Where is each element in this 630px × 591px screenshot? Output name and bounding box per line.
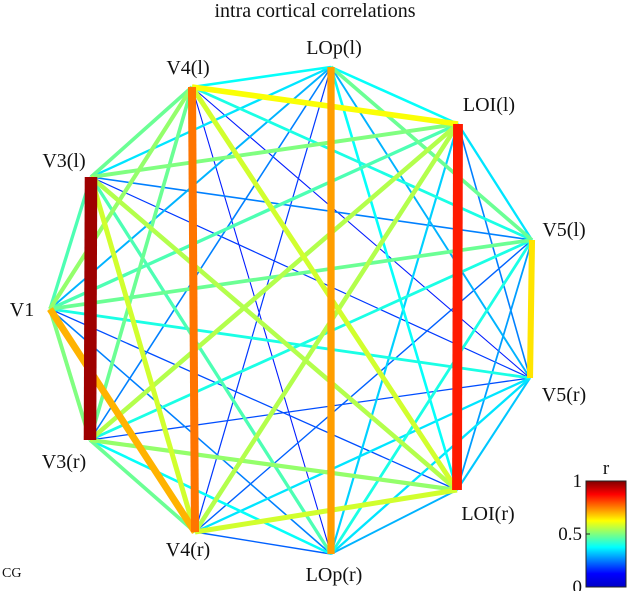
edge-V1-LOIl <box>49 122 459 311</box>
edge-LOpl-V5r <box>330 66 531 379</box>
edge-V4r-LOpr <box>194 531 332 555</box>
edge-V4r-V5r <box>194 376 531 534</box>
edge-LOIr-V5l <box>456 239 533 491</box>
edge-V4r-V5l <box>194 239 533 533</box>
edge-V4r-LOIl <box>193 122 460 534</box>
node-label-V5r: V5(r) <box>542 384 586 406</box>
edge-V3l-V3r <box>83 176 98 441</box>
edge-V3l-LOpl <box>90 65 332 179</box>
edge-LOpl-V5l <box>329 65 534 242</box>
edge-LOIr-V5r <box>456 377 531 491</box>
node-label-V1: V1 <box>10 299 34 321</box>
node-label-LOIr: LOI(r) <box>461 503 514 525</box>
colorbar-gradient <box>585 480 627 588</box>
edge-V3l-LOIl <box>90 122 459 179</box>
node-label-LOpl: LOp(l) <box>306 37 362 59</box>
edge-LOpr-LOIr <box>330 489 458 555</box>
edge-V3r-LOpr <box>89 438 332 556</box>
edge-V3r-V4l <box>88 86 194 441</box>
edge-LOpl-LOIr <box>329 66 459 491</box>
node-label-V3r: V3(r) <box>42 451 86 473</box>
edge-V4r-LOIr <box>194 487 458 535</box>
edge-V4l-LOIr <box>189 85 460 492</box>
edge-V4l-LOIl <box>191 84 459 127</box>
edge-V4l-LOpl <box>191 65 332 89</box>
colorbar-tick-label: 0.5 <box>558 524 582 545</box>
edge-V3r-V4r <box>88 438 197 534</box>
edge-V1-V4l <box>48 85 194 311</box>
edge-LOIl-V5r <box>457 123 531 379</box>
diagram-title: intra cortical correlations <box>214 0 416 22</box>
node-label-layer: V1 V3(l) V4(l) LOp(l) LOI(l) V5(l) V5(r) LOI(r)… <box>10 37 586 586</box>
edge-V3l-LOIr <box>89 175 459 492</box>
corner-label: CG <box>2 566 22 581</box>
edge-V5l-V5r <box>526 239 536 379</box>
edge-V1-V4r <box>47 307 198 534</box>
edge-V3r-LOIl <box>88 122 460 442</box>
edge-layer <box>47 65 536 556</box>
edge-LOIl-LOIr <box>452 123 463 491</box>
edge-LOIl-V5l <box>457 123 533 241</box>
edge-LOpl-LOIl <box>330 65 459 126</box>
node-label-V4l: V4(l) <box>166 57 209 79</box>
edge-V3l-V4l <box>89 85 194 179</box>
node-label-LOpr: LOp(r) <box>306 564 363 586</box>
edge-V3r-LOIr <box>89 437 458 493</box>
node-label-V3l: V3(l) <box>42 150 85 172</box>
colorbar-label: r <box>603 458 610 479</box>
edge-V1-V3r <box>48 308 92 441</box>
colorbar-tick-label: 0 <box>573 577 583 591</box>
colorbar: r 10.50 <box>558 458 627 591</box>
node-label-V4r: V4(r) <box>166 539 210 561</box>
edge-V4l-V4r <box>187 86 200 533</box>
node-label-V5l: V5(l) <box>542 219 585 241</box>
node-label-LOIl: LOI(l) <box>463 94 515 116</box>
colorbar-ticks: 10.50 <box>558 471 590 591</box>
edge-V1-V3l <box>48 176 93 310</box>
edge-LOpr-V5l <box>329 239 534 555</box>
edge-V3l-LOpr <box>89 176 333 555</box>
edge-V4l-V5l <box>191 85 533 242</box>
edge-V3l-V4r <box>88 176 198 533</box>
colorbar-tick-label: 1 <box>573 471 583 492</box>
edge-V3r-LOpl <box>89 66 332 441</box>
